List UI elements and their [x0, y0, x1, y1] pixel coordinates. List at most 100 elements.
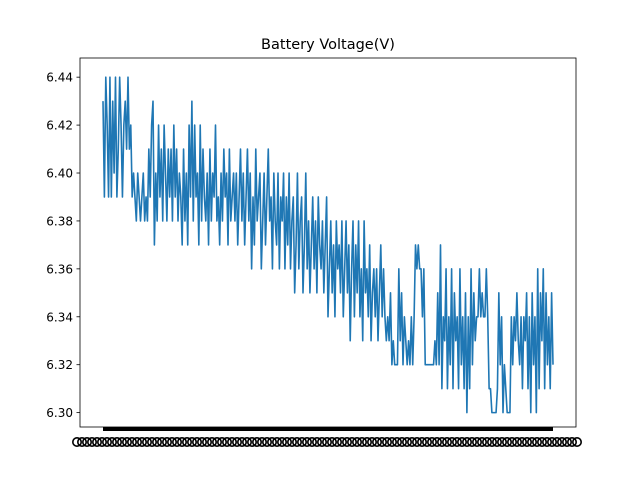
x-tick-label	[486, 436, 497, 447]
x-tick-label	[471, 436, 482, 447]
x-tick-label	[276, 436, 287, 447]
x-tick-label	[511, 436, 522, 447]
x-tick-label	[321, 436, 332, 447]
x-tick-label	[476, 436, 487, 447]
x-tick-label	[202, 436, 213, 447]
x-tick-label	[416, 436, 427, 447]
x-tick-label	[187, 436, 198, 447]
x-tick-label	[167, 436, 178, 447]
x-tick-label	[132, 436, 143, 447]
y-tick-label: 6.40	[46, 167, 73, 181]
x-tick-label	[491, 436, 502, 447]
y-tick-label: 6.42	[46, 119, 73, 133]
x-tick-label	[97, 436, 108, 447]
x-tick-label	[147, 436, 158, 447]
x-tick-label	[521, 436, 532, 447]
y-tick-label: 6.34	[46, 310, 73, 324]
x-tick-label	[551, 436, 562, 447]
x-tick-label	[127, 436, 138, 447]
plot-frame	[79, 57, 577, 428]
x-tick-label	[306, 436, 317, 447]
x-axis-ticks	[72, 427, 582, 447]
x-tick-label	[571, 436, 582, 447]
x-tick-label	[252, 436, 263, 447]
x-tick-label	[222, 436, 233, 447]
x-tick-label	[441, 436, 452, 447]
x-tick-label	[107, 436, 118, 447]
x-tick-label	[152, 436, 163, 447]
x-tick-label	[212, 436, 223, 447]
x-tick-label	[232, 436, 243, 447]
x-tick-label	[341, 436, 352, 447]
x-tick-label	[331, 436, 342, 447]
x-tick-label	[466, 436, 477, 447]
x-tick-label	[316, 436, 327, 447]
x-tick-label	[172, 436, 183, 447]
x-tick-label	[197, 436, 208, 447]
y-tick-label: 6.36	[46, 262, 73, 276]
x-tick-label	[401, 436, 412, 447]
x-tick-label	[561, 436, 572, 447]
x-tick-label	[366, 436, 377, 447]
y-axis-ticks: 6.30 6.32 6.34 6.36 6.38 6.40 6.42 6.44	[46, 71, 80, 420]
x-tick-label	[481, 436, 492, 447]
x-tick-label	[516, 436, 527, 447]
x-tick-label	[566, 436, 577, 447]
x-tick-label	[456, 436, 467, 447]
x-tick-label	[242, 436, 253, 447]
x-tick-label	[296, 436, 307, 447]
y-tick-label: 6.30	[46, 406, 73, 420]
x-tick-label	[82, 436, 93, 447]
x-tick-label	[426, 436, 437, 447]
x-tick-label	[291, 436, 302, 447]
x-tick-label	[351, 436, 362, 447]
x-tick-label	[271, 436, 282, 447]
x-tick-label	[301, 436, 312, 447]
x-tick-label	[92, 436, 103, 447]
x-tick-label	[431, 436, 442, 447]
x-tick-label	[256, 436, 267, 447]
x-tick-label	[182, 436, 193, 447]
x-tick-label	[531, 436, 542, 447]
x-tick-label	[536, 436, 547, 447]
x-tick-label	[112, 436, 123, 447]
x-tick-label	[157, 436, 168, 447]
x-tick-label	[261, 436, 272, 447]
y-tick-label: 6.44	[46, 71, 73, 85]
x-tick-label	[137, 436, 148, 447]
x-tick-label	[501, 436, 512, 447]
x-tick-label	[381, 436, 392, 447]
x-tick-label	[77, 436, 88, 447]
x-tick-label	[546, 436, 557, 447]
x-tick-label	[461, 436, 472, 447]
x-tick-label	[396, 436, 407, 447]
series-layer	[102, 76, 554, 414]
x-tick-label	[311, 436, 322, 447]
x-tick-label	[506, 436, 517, 447]
x-tick-label	[217, 436, 228, 447]
x-tick-marks	[103, 427, 553, 431]
x-tick-label	[122, 436, 133, 447]
x-tick-label	[451, 436, 462, 447]
x-tick-label	[117, 436, 128, 447]
x-tick-label	[346, 436, 357, 447]
x-tick-label	[356, 436, 367, 447]
x-tick-label	[247, 436, 258, 447]
x-tick-label	[87, 436, 98, 447]
x-tick-label	[541, 436, 552, 447]
chart-title: Battery Voltage(V)	[261, 37, 395, 53]
x-tick-label	[446, 436, 457, 447]
x-tick-label	[391, 436, 402, 447]
y-tick-label: 6.38	[46, 214, 73, 228]
x-tick-label	[411, 436, 422, 447]
x-tick-label	[72, 436, 83, 447]
x-tick-label	[406, 436, 417, 447]
x-tick-label	[266, 436, 277, 447]
x-tick-label	[361, 436, 372, 447]
x-tick-label	[386, 436, 397, 447]
x-tick-label	[177, 436, 188, 447]
x-tick-label	[142, 436, 153, 447]
x-tick-label	[237, 436, 248, 447]
x-tick-label	[496, 436, 507, 447]
